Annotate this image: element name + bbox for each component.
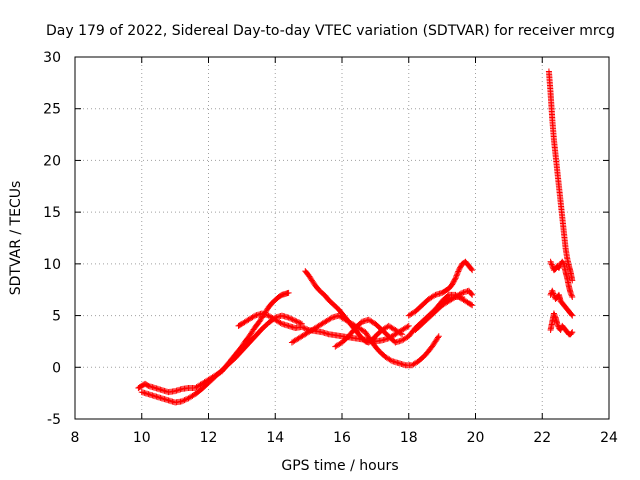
series-trace [548, 259, 575, 299]
data-point [569, 293, 576, 300]
data-point [549, 287, 556, 294]
series-trace [433, 291, 475, 312]
x-tick-label: 8 [71, 430, 80, 446]
series-track-k [547, 258, 576, 300]
y-tick-label: -5 [47, 412, 61, 428]
series-track-h [412, 287, 476, 334]
x-tick-label: 24 [600, 430, 618, 446]
grid-lines [75, 57, 609, 419]
data-point [547, 258, 554, 265]
chart-title: Day 179 of 2022, Sidereal Day-to-day VTE… [46, 23, 615, 39]
y-axis-label: SDTVAR / TECUs [8, 181, 24, 296]
series-track-i [432, 291, 476, 313]
series-trace [407, 259, 475, 318]
x-tick-label: 14 [266, 430, 284, 446]
series-trace [548, 289, 575, 318]
series-trace [413, 288, 475, 333]
series-trace [333, 293, 464, 349]
series-track-m [547, 310, 576, 338]
y-tick-label: 25 [43, 102, 61, 118]
data-point [557, 327, 564, 334]
series-track-j [545, 68, 576, 284]
series-trace [290, 312, 441, 369]
series-track-g [405, 258, 476, 319]
series-track-b [138, 312, 305, 406]
series-trace [546, 70, 576, 283]
data-point [569, 312, 576, 319]
y-tick-label: 0 [52, 360, 61, 376]
y-tick-label: 20 [43, 153, 61, 169]
data-marks [135, 68, 576, 406]
y-tick-label: 30 [43, 50, 61, 66]
axis-ticks: 8 10 12 14 16 18 20 22 24 -5 0 5 10 15 20 25 30 [43, 50, 618, 446]
y-tick-label: 5 [52, 309, 61, 325]
data-point [549, 262, 556, 269]
x-tick-label: 20 [467, 430, 485, 446]
x-tick-label: 16 [333, 430, 351, 446]
x-tick-label: 22 [533, 430, 551, 446]
series-track-l [547, 287, 576, 319]
x-tick-label: 18 [400, 430, 418, 446]
y-tick-label: 15 [43, 205, 61, 221]
x-tick-label: 10 [133, 430, 151, 446]
series-track-c [235, 310, 412, 345]
series-trace [547, 311, 575, 338]
series-trace [140, 312, 304, 406]
y-tick-label: 10 [43, 257, 61, 273]
data-point [292, 317, 299, 324]
series-trace [136, 290, 291, 395]
series-track-e [288, 312, 442, 369]
x-tick-label: 12 [200, 430, 218, 446]
x-axis-label: GPS time / hours [281, 458, 398, 474]
